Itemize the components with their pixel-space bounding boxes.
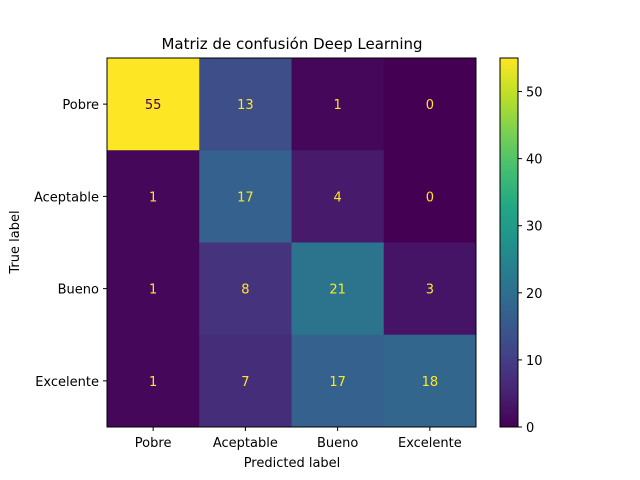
y-axis-label: True label xyxy=(8,210,23,274)
y-axis-ticks: Pobre Aceptable Bueno Excelente xyxy=(34,98,107,390)
x-axis-ticks: Pobre Aceptable Bueno Excelente xyxy=(135,427,462,451)
matrix-cell xyxy=(199,58,292,151)
colorbar-tick-label: 10 xyxy=(526,354,543,369)
matrix-cell xyxy=(107,242,200,336)
matrix-cell xyxy=(291,150,385,243)
cell-value-label: 7 xyxy=(241,375,249,390)
cell-value-label: 1 xyxy=(333,98,341,113)
x-tick-label: Excelente xyxy=(398,436,462,451)
colorbar-tick-label: 30 xyxy=(526,220,543,235)
matrix-cell xyxy=(291,58,385,151)
cell-value-label: 1 xyxy=(149,283,157,298)
cell-value-label: 17 xyxy=(329,375,346,390)
matrix-cell xyxy=(107,150,200,243)
y-tick-label: Pobre xyxy=(62,98,99,113)
matrix-cell xyxy=(199,334,292,428)
cell-value-label: 4 xyxy=(333,190,341,205)
chart-title: Matriz de confusión Deep Learning xyxy=(161,35,422,53)
cell-value-label: 3 xyxy=(426,283,434,298)
matrix-cell-labels: 55 13 1 01 17 4 01 8 21 31 7 17 18 xyxy=(145,98,438,390)
cell-value-label: 21 xyxy=(329,283,346,298)
y-tick-label: Aceptable xyxy=(34,190,99,205)
colorbar-tick-label: 20 xyxy=(526,287,543,302)
cell-value-label: 13 xyxy=(237,98,254,113)
cell-value-label: 0 xyxy=(426,190,434,205)
x-tick-label: Aceptable xyxy=(213,436,278,451)
x-tick-label: Pobre xyxy=(135,436,172,451)
colorbar-tick-label: 0 xyxy=(526,421,534,436)
matrix-cell xyxy=(199,150,292,243)
matrix-cell xyxy=(107,58,200,151)
matrix-cell xyxy=(383,150,477,243)
x-axis-label: Predicted label xyxy=(244,456,341,471)
matrix-cell xyxy=(107,334,200,428)
matrix-cell xyxy=(199,242,292,336)
matrix-cells xyxy=(107,58,477,428)
matrix-cell xyxy=(383,58,477,151)
y-tick-label: Excelente xyxy=(35,375,99,390)
x-tick-label: Bueno xyxy=(317,436,358,451)
matrix-cell xyxy=(383,334,477,428)
cell-value-label: 1 xyxy=(149,375,157,390)
colorbar-tick-label: 40 xyxy=(526,153,543,168)
cell-value-label: 18 xyxy=(422,375,439,390)
matrix-cell xyxy=(291,334,385,428)
y-tick-label: Bueno xyxy=(58,283,99,298)
plot-frame xyxy=(106,57,477,428)
matrix-cell xyxy=(291,242,385,336)
colorbar-tick-label: 50 xyxy=(526,86,543,101)
cell-value-label: 1 xyxy=(149,190,157,205)
cell-value-label: 17 xyxy=(237,190,254,205)
cell-value-label: 0 xyxy=(426,98,434,113)
colorbar xyxy=(499,57,519,428)
cell-value-label: 55 xyxy=(145,98,162,113)
cell-value-label: 8 xyxy=(241,283,249,298)
matrix-cell xyxy=(383,242,477,336)
colorbar-ticks: 0 10 20 30 40 50 xyxy=(518,86,543,436)
